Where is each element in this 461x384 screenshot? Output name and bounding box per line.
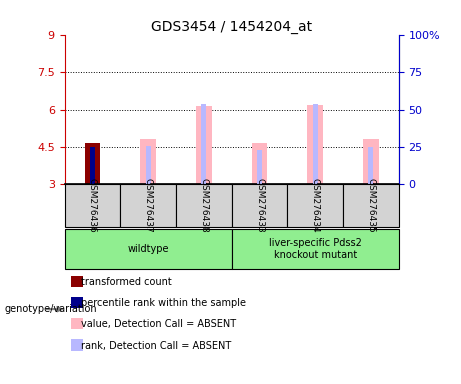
Text: liver-specific Pdss2
knockout mutant: liver-specific Pdss2 knockout mutant: [269, 238, 361, 260]
Bar: [90, 147, 95, 184]
Bar: [201, 104, 207, 184]
Bar: [146, 146, 151, 184]
Bar: [363, 139, 378, 184]
Text: GSM276435: GSM276435: [366, 178, 375, 233]
Bar: [231, 184, 287, 227]
Bar: [313, 104, 318, 184]
Bar: [368, 147, 373, 184]
Text: transformed count: transformed count: [81, 277, 171, 287]
Bar: [287, 184, 343, 227]
Bar: [84, 143, 100, 184]
Bar: [196, 106, 212, 184]
Text: value, Detection Call = ABSENT: value, Detection Call = ABSENT: [81, 319, 236, 329]
Text: GSM276433: GSM276433: [255, 178, 264, 233]
Text: wildtype: wildtype: [127, 244, 169, 254]
Bar: [257, 150, 262, 184]
Text: GSM276438: GSM276438: [199, 178, 208, 233]
Text: GSM276436: GSM276436: [88, 178, 97, 233]
Text: genotype/variation: genotype/variation: [5, 304, 97, 314]
Bar: [231, 229, 399, 269]
Title: GDS3454 / 1454204_at: GDS3454 / 1454204_at: [151, 20, 312, 33]
Bar: [343, 184, 399, 227]
Bar: [176, 184, 231, 227]
Text: rank, Detection Call = ABSENT: rank, Detection Call = ABSENT: [81, 341, 231, 351]
Bar: [252, 143, 267, 184]
Bar: [65, 184, 120, 227]
Text: percentile rank within the sample: percentile rank within the sample: [81, 298, 246, 308]
Bar: [140, 139, 156, 184]
Text: GSM276434: GSM276434: [311, 178, 320, 233]
Bar: [307, 105, 323, 184]
Bar: [65, 229, 231, 269]
Text: GSM276437: GSM276437: [143, 178, 153, 233]
Bar: [120, 184, 176, 227]
